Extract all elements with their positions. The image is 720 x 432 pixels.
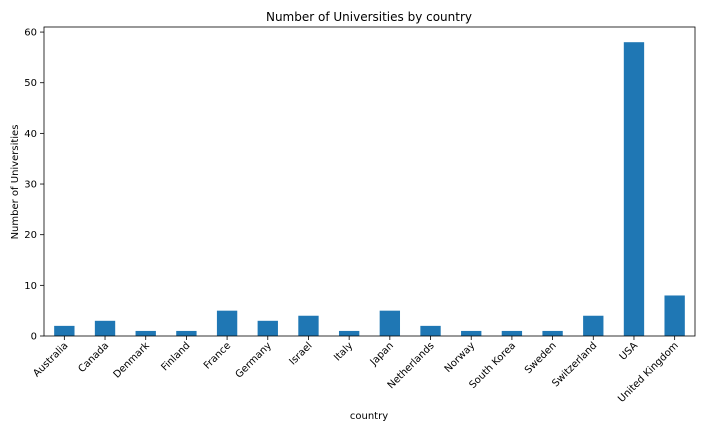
y-tick-label: 40 bbox=[24, 129, 37, 140]
bar bbox=[461, 330, 482, 336]
x-tick-label: Finland bbox=[159, 340, 192, 373]
bar bbox=[135, 330, 156, 336]
axes-group bbox=[43, 26, 696, 337]
bar bbox=[623, 42, 645, 336]
bar bbox=[216, 310, 238, 336]
chart-title: Number of Universities by country bbox=[266, 10, 472, 24]
x-tick-label: Denmark bbox=[112, 340, 152, 380]
bar bbox=[338, 330, 360, 336]
bar bbox=[664, 295, 685, 336]
bar bbox=[298, 315, 319, 336]
bar bbox=[54, 325, 75, 336]
bar bbox=[257, 320, 278, 336]
bar bbox=[176, 330, 197, 336]
x-axis-label: country bbox=[350, 411, 388, 422]
x-tick-label: Norway bbox=[443, 340, 478, 375]
x-tick-label: France bbox=[202, 340, 233, 371]
x-tick-label: Germany bbox=[234, 340, 274, 380]
y-tick-label: 50 bbox=[24, 78, 37, 89]
x-tick-label: Israel bbox=[287, 340, 314, 367]
x-tick-label: USA bbox=[618, 340, 641, 363]
bar bbox=[501, 330, 523, 336]
x-tick-label: Italy bbox=[332, 340, 355, 363]
bars-group bbox=[54, 42, 685, 336]
x-tick-label: Japan bbox=[368, 340, 396, 368]
x-tick-label: Sweden bbox=[523, 340, 559, 376]
bar bbox=[542, 330, 563, 336]
y-axis-label: Number of Universities bbox=[10, 125, 21, 240]
y-tick-label: 20 bbox=[24, 230, 37, 241]
y-tick-label: 10 bbox=[24, 281, 37, 292]
bar bbox=[583, 315, 604, 336]
plot-frame bbox=[43, 26, 696, 337]
x-tick-label: Canada bbox=[76, 340, 111, 375]
y-tick-label: 60 bbox=[24, 28, 37, 39]
bar bbox=[94, 320, 116, 336]
x-ticks-group: Australia Canada Denmark Finland France Germa… bbox=[31, 336, 681, 405]
y-tick-label: 30 bbox=[24, 180, 37, 191]
bar bbox=[379, 310, 401, 336]
x-tick-label: Australia bbox=[31, 340, 70, 379]
y-tick-label: 0 bbox=[31, 332, 37, 343]
bar bbox=[420, 325, 441, 336]
y-ticks-group: 0 10 20 30 40 50 60 bbox=[24, 28, 44, 343]
